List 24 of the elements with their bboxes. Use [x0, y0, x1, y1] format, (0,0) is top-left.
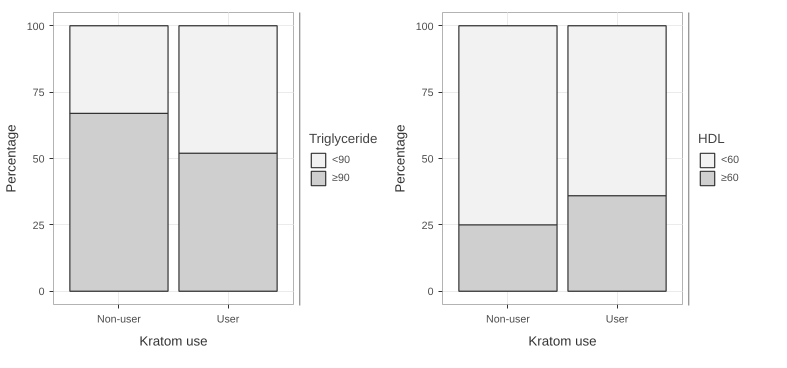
x-tick-label: Non-user [97, 314, 142, 326]
y-axis-title: Percentage [392, 124, 408, 193]
y-tick-label: 100 [416, 20, 434, 33]
y-axis-title: Percentage [4, 124, 19, 193]
y-tick-label: 100 [26, 20, 45, 33]
x-axis-title: Kratom use [528, 334, 597, 348]
x-tick-label: Non-user [486, 314, 530, 326]
legend-title: HDL [698, 130, 726, 146]
legend-label: <60 [721, 154, 740, 166]
y-tick-label: 25 [32, 220, 45, 232]
legend-label: ≥90 [332, 172, 351, 184]
y-tick-label: 25 [422, 220, 434, 232]
y-tick-label: 50 [32, 154, 45, 166]
x-tick-label: User [216, 314, 240, 326]
y-tick-label: 50 [422, 154, 434, 166]
legend-label: ≥60 [721, 172, 740, 184]
x-axis-title: Kratom use [139, 334, 208, 348]
legend-label: <90 [332, 154, 352, 166]
legend-title: Triglyceride [309, 130, 378, 146]
y-tick-label: 0 [428, 286, 434, 298]
y-tick-label: 75 [32, 87, 45, 100]
x-tick-label: User [606, 314, 629, 326]
y-tick-label: 75 [422, 87, 434, 100]
y-tick-label: 0 [38, 286, 45, 298]
